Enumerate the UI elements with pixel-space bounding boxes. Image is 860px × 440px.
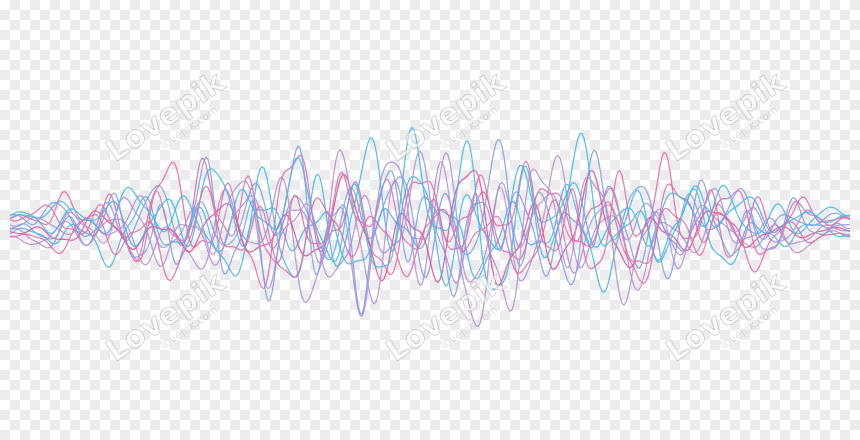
wave-line bbox=[9, 126, 851, 291]
wave-line bbox=[9, 149, 851, 305]
wave-line bbox=[9, 169, 851, 287]
wave-line bbox=[9, 185, 851, 285]
wave-line bbox=[9, 154, 851, 328]
wave-line bbox=[9, 150, 850, 312]
wave-line bbox=[9, 137, 851, 287]
